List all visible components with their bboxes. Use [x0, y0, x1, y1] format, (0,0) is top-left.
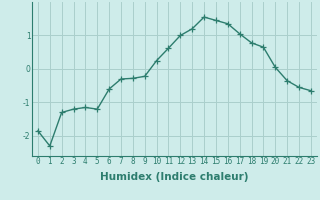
- X-axis label: Humidex (Indice chaleur): Humidex (Indice chaleur): [100, 172, 249, 182]
